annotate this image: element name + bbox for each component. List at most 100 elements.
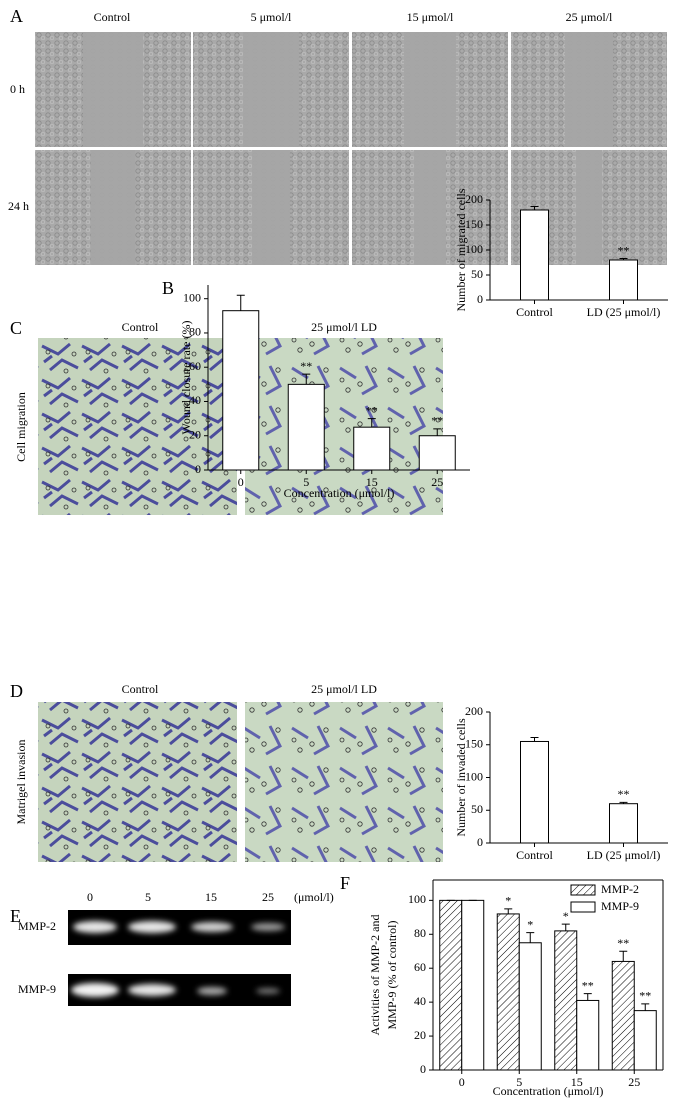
y-tick-label: 0	[477, 835, 483, 849]
y-tick-label: 200	[465, 192, 483, 206]
row-label: MMP-9	[18, 982, 56, 996]
bar	[576, 999, 600, 1071]
y-tick-label: 60	[414, 960, 426, 974]
y-tick-label: 150	[465, 737, 483, 751]
legend-swatch	[570, 884, 596, 896]
panel-label: B	[162, 278, 174, 298]
x-tick-label: 5	[303, 475, 309, 489]
x-tick-label: Control	[516, 848, 553, 862]
legend-label: MMP-2	[601, 882, 639, 896]
column-label: 15 μmol/l	[407, 10, 454, 24]
x-tick-label: 0	[238, 475, 244, 489]
row-label: Matrigel invasion	[14, 740, 28, 825]
error-bar	[367, 418, 376, 428]
y-tick-label: 50	[471, 267, 483, 281]
legend-label: MMP-9	[601, 899, 639, 913]
column-label: 25 μmol/l	[566, 10, 613, 24]
x-tick-label: LD (25 μmol/l)	[587, 305, 661, 319]
bar	[633, 1010, 657, 1071]
y-tick-label: 20	[189, 427, 201, 441]
x-tick-label: 25	[628, 1075, 640, 1089]
x-tick-label: 15	[571, 1075, 583, 1089]
wound-images	[35, 32, 667, 265]
bar	[353, 426, 391, 471]
error-bar	[526, 932, 535, 943]
x-tick-label: 5	[516, 1075, 522, 1089]
error-bar	[530, 206, 539, 210]
legend-swatch	[570, 901, 596, 913]
x-axis-label: Concentration (μmol/l)	[493, 1084, 604, 1098]
wound-gap	[243, 32, 299, 147]
y-axis-label: Wound closure rate (%)	[179, 321, 193, 435]
significance: **	[618, 787, 630, 801]
invasion-image	[38, 702, 237, 862]
bar	[287, 383, 325, 471]
y-axis-label: Number of migrated cells	[454, 188, 468, 311]
error-bar	[561, 923, 570, 931]
error-bar	[236, 294, 245, 311]
significance: **	[639, 989, 651, 1003]
error-bar	[433, 428, 442, 436]
error-bar	[530, 737, 539, 742]
bar	[520, 740, 549, 844]
significance: **	[618, 243, 630, 257]
panel-label: C	[10, 318, 22, 338]
row-label: Cell migration	[14, 392, 28, 462]
y-tick-label: 100	[465, 242, 483, 256]
lane-label: 25	[262, 890, 274, 904]
lane-label: 5	[145, 890, 151, 904]
y-tick-label: 150	[465, 217, 483, 231]
significance: **	[617, 936, 629, 950]
row-label: 24 h	[8, 199, 29, 213]
y-tick-label: 0	[477, 292, 483, 306]
y-axis-label: MMP-9 (% of control)	[385, 921, 399, 1030]
bar	[609, 259, 638, 301]
y-tick-label: 60	[189, 359, 201, 373]
error-bar	[583, 993, 592, 1001]
y-axis-label: Number of invaded cells	[454, 718, 468, 837]
bar	[611, 960, 635, 1071]
unit-label: (μmol/l)	[294, 890, 334, 904]
wound-gap	[414, 150, 446, 265]
panel-label: D	[10, 681, 23, 701]
y-tick-label: 200	[465, 704, 483, 718]
bar	[520, 209, 549, 301]
wound-gap	[252, 150, 290, 265]
column-label: 5 μmol/l	[251, 10, 292, 24]
significance: **	[300, 359, 312, 373]
migration-image	[38, 338, 237, 515]
y-tick-label: 50	[471, 802, 483, 816]
lane-label: 0	[87, 890, 93, 904]
wound-gap	[404, 32, 456, 147]
column-label: 25 μmol/l LD	[311, 320, 377, 334]
lane-label: 15	[205, 890, 217, 904]
error-bar	[641, 1003, 650, 1011]
error-bar	[619, 801, 628, 804]
significance: *	[563, 909, 569, 923]
y-tick-label: 80	[189, 325, 201, 339]
migration-image	[245, 338, 443, 515]
column-label: 25 μmol/l LD	[311, 682, 377, 696]
significance: *	[527, 917, 533, 931]
wound-gap	[565, 32, 613, 147]
bar	[609, 803, 638, 844]
bar	[439, 899, 463, 1071]
y-tick-label: 100	[183, 290, 201, 304]
bar	[461, 899, 485, 1071]
significance: **	[366, 403, 378, 417]
y-axis-label: Activities of MMP-2 and	[368, 915, 382, 1036]
significance: **	[582, 978, 594, 992]
x-tick-label: 0	[459, 1075, 465, 1089]
y-tick-label: 80	[414, 926, 426, 940]
y-tick-label: 20	[414, 1028, 426, 1042]
wound-gap	[83, 32, 143, 147]
error-bar	[302, 373, 311, 385]
invasion-image	[245, 702, 443, 862]
column-label: Control	[94, 10, 131, 24]
y-tick-label: 100	[465, 769, 483, 783]
bar	[518, 942, 542, 1071]
column-label: Control	[122, 320, 159, 334]
wound-gap	[576, 150, 602, 265]
wound-gap	[91, 150, 135, 265]
